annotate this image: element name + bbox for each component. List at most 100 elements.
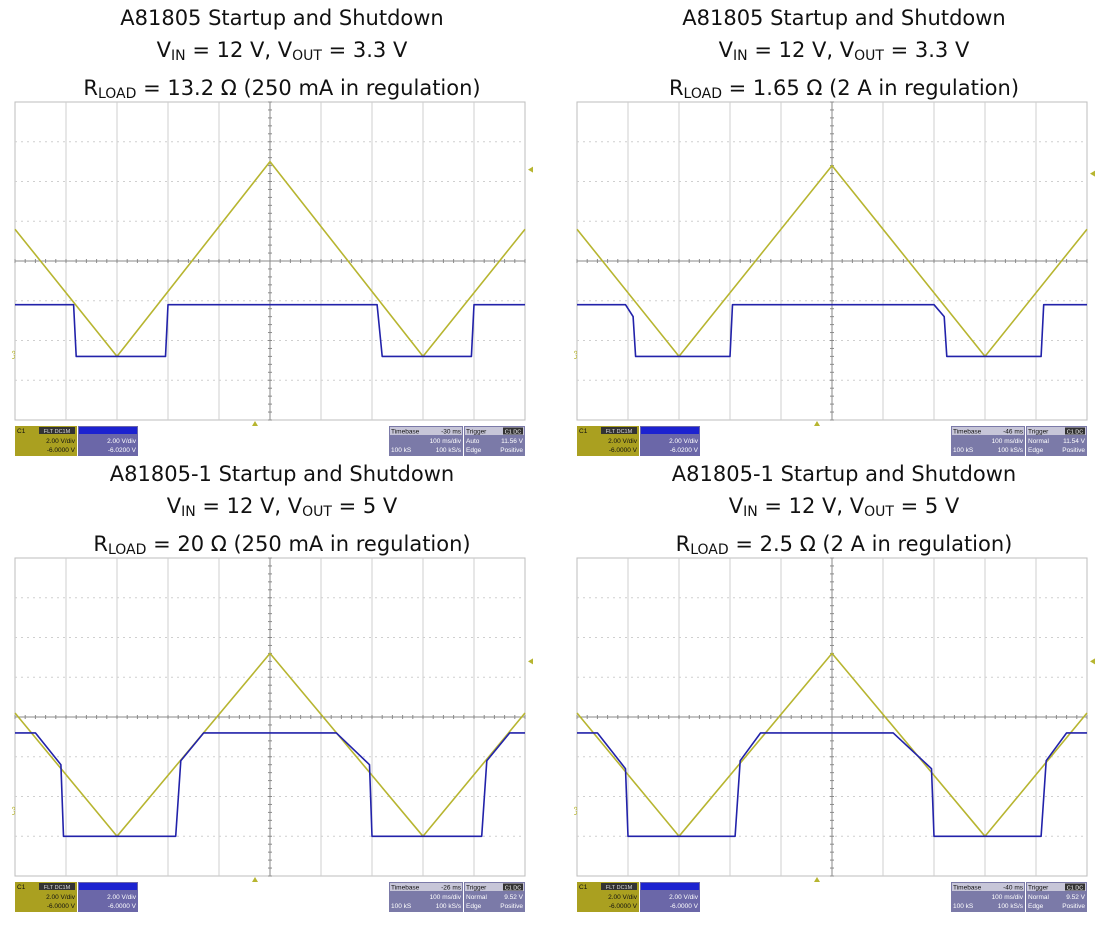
vout-subscript: OUT (302, 504, 332, 520)
trace-ch2-vout (577, 303, 1087, 358)
load-line: RLOAD = 2.5 Ω (2 A in regulation) (574, 528, 1097, 566)
panel-title: A81805-1 Startup and Shutdown VIN = 12 V,… (574, 458, 1097, 566)
ch1-tags: FLT DC1M (44, 429, 71, 435)
trigger-level: 9.52 V (1066, 894, 1085, 901)
scope-panel: A81805-1 Startup and Shutdown VIN = 12 V,… (574, 458, 1097, 926)
ch1-vdiv: 2.00 V/div (46, 894, 76, 901)
ch1-tags-bg (39, 883, 75, 890)
trigger-level-icon (1090, 170, 1095, 177)
ch1-offset: -6.0000 V (47, 447, 76, 454)
vin-value: = 12 V, (185, 38, 278, 62)
timebase-header (952, 427, 1024, 435)
rload-label: R (675, 532, 691, 556)
ch1-vdiv: 2.00 V/div (608, 438, 638, 445)
vout-label: V (839, 38, 855, 62)
trigger-src-bg (503, 883, 523, 891)
timebase-label: Timebase (953, 885, 982, 892)
ch1-label: C1 (579, 884, 588, 891)
timebase-header (390, 883, 462, 891)
timebase-delay: -30 ms (441, 429, 462, 436)
vin-value: = 12 V, (747, 38, 840, 62)
rload-value: = 13.2 Ω (250 mA in regulation) (136, 76, 481, 100)
ch2-offset: -6.0000 V (108, 903, 137, 910)
ch1-offset: -6.0000 V (609, 447, 638, 454)
trigger-level-icon (528, 166, 533, 173)
channel-marker: C3 (574, 806, 579, 815)
timebase-samples: 100 kS (391, 447, 412, 454)
trigger-src-bg (503, 427, 523, 435)
ch2-header (641, 883, 699, 890)
trigger-type: Edge (1028, 447, 1044, 454)
vin-label: V (728, 494, 744, 518)
oscilloscope-screen: C3 C1 FLT DC1M 2.00 V/div -6.0000 V 2.00 V/di… (574, 101, 1095, 456)
graticule: C3 (12, 557, 533, 882)
trigger-level-icon (1090, 658, 1095, 665)
trigger-slope: Positive (500, 903, 523, 910)
vin-subscript: IN (743, 504, 758, 520)
timebase-delay: -26 ms (441, 885, 462, 892)
trigger-label: Trigger (1028, 885, 1049, 892)
timebase-label: Timebase (391, 429, 420, 436)
trigger-slope: Positive (1062, 903, 1085, 910)
vin-label: V (156, 38, 172, 62)
vout-label: V (277, 38, 293, 62)
trigger-source: C1 DC (1067, 886, 1084, 892)
rload-subscript: LOAD (107, 542, 147, 558)
voltage-line: VIN = 12 V, VOUT = 3.3 V (12, 34, 552, 72)
vout-value: = 5 V (893, 494, 960, 518)
ch1-label: C1 (17, 884, 26, 891)
rload-label: R (83, 76, 98, 100)
timebase-header (390, 427, 462, 435)
ch1-tags: FLT DC1M (44, 885, 71, 891)
ch1-tags-bg (601, 427, 637, 434)
timebase-rate: 100 kS/s (998, 903, 1024, 910)
trigger-header (1027, 427, 1086, 435)
trigger-position-icon (252, 877, 258, 882)
info-bar: C1 FLT DC1M 2.00 V/div -6.0000 V 2.00 V/div -… (15, 882, 525, 912)
trigger-level: 11.56 V (501, 438, 524, 445)
trigger-position-icon (814, 877, 820, 882)
rload-value: = 1.65 Ω (2 A in regulation) (721, 76, 1020, 100)
channel-marker: C3 (12, 350, 17, 359)
trigger-header (1027, 883, 1086, 891)
vout-label: V (849, 494, 865, 518)
rload-subscript: LOAD (690, 542, 729, 558)
graticule: C3 (574, 557, 1095, 882)
graticule: C3 (574, 101, 1095, 426)
timebase-delay: -46 ms (1003, 429, 1024, 436)
oscilloscope-screen: C3 C1 FLT DC1M 2.00 V/div -6.0000 V 2.00 V/di… (12, 557, 533, 912)
ch1-label: C1 (17, 428, 26, 435)
timebase-samples: 100 kS (953, 903, 974, 910)
info-bar: C1 FLT DC1M 2.00 V/div -6.0000 V 2.00 V/div -… (15, 426, 525, 456)
scope-panel: A81805 Startup and Shutdown VIN = 12 V, V… (12, 2, 552, 470)
trace-ch1-vin (14, 160, 526, 358)
trace-ch2-vout (577, 732, 1087, 838)
trigger-mode: Normal (1028, 438, 1050, 445)
load-line: RLOAD = 20 Ω (250 mA in regulation) (12, 528, 552, 566)
channel-marker: C3 (12, 806, 17, 815)
trigger-header (465, 883, 524, 891)
ch2-offset: -6.0200 V (108, 447, 137, 454)
vout-value: = 3.3 V (883, 38, 970, 62)
trigger-label: Trigger (466, 885, 487, 892)
panel-title: A81805 Startup and Shutdown VIN = 12 V, V… (574, 2, 1097, 110)
trigger-label: Trigger (466, 429, 487, 436)
ch1-tags-bg (39, 427, 75, 434)
timebase-tdiv: 100 ms/div (992, 438, 1024, 445)
trigger-position-icon (252, 421, 258, 426)
trigger-label: Trigger (1028, 429, 1049, 436)
rload-value: = 2.5 Ω (2 A in regulation) (728, 532, 1013, 556)
timebase-tdiv: 100 ms/div (430, 438, 462, 445)
timebase-rate: 100 kS/s (436, 903, 462, 910)
oscilloscope-screen: C3 C1 FLT DC1M 2.00 V/div -6.0000 V 2.00 V/di… (574, 557, 1095, 912)
timebase-rate: 100 kS/s (436, 447, 462, 454)
vout-subscript: OUT (854, 48, 884, 64)
trigger-mode: Normal (466, 894, 488, 901)
rload-label: R (668, 76, 684, 100)
ch2-header (79, 427, 137, 434)
oscilloscope-screen: C3 C1 FLT DC1M 2.00 V/div -6.0000 V 2.00 V/di… (12, 101, 533, 456)
voltage-line: VIN = 12 V, VOUT = 3.3 V (574, 34, 1097, 72)
trace-ch1-vin (576, 652, 1088, 838)
trigger-src-bg (1065, 883, 1085, 891)
trigger-slope: Positive (1062, 447, 1085, 454)
